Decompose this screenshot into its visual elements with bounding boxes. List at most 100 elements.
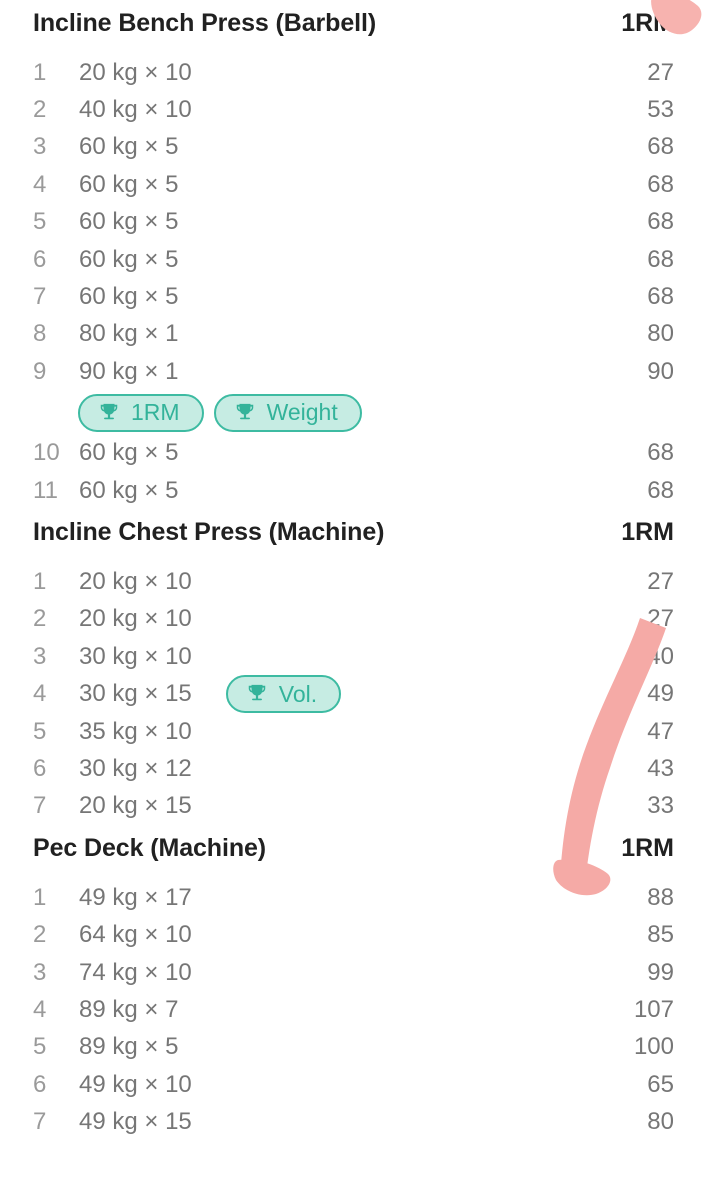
exercise-list: Incline Bench Press (Barbell) 1RM 1 20 kg ×… [0,0,706,1141]
set-one-rep-max-value: 27 [647,567,674,595]
set-description: 30 kg × 10 [79,642,647,670]
exercise-title: Incline Bench Press (Barbell) [33,9,377,37]
set-row[interactable]: 4 30 kg × 15 Vol. 49 [0,675,706,714]
set-index: 7 [33,1108,47,1136]
set-row[interactable]: 7 20 kg × 15 33 [0,788,706,825]
set-index: 2 [33,921,47,949]
set-row[interactable]: 2 40 kg × 10 53 [0,91,706,128]
set-weight-reps: 30 kg × 15 [79,680,192,708]
set-one-rep-max-value: 68 [647,133,674,161]
set-row[interactable]: 5 35 kg × 10 47 [0,713,706,750]
set-weight-reps: 60 kg × 5 [79,133,179,161]
set-one-rep-max-value: 68 [647,208,674,236]
set-description: 60 kg × 5 [79,135,647,159]
set-description: 30 kg × 15 Vol. [79,675,647,714]
exercise-header[interactable]: Incline Bench Press (Barbell) 1RM [0,0,706,46]
metric-column-header: 1RM [621,518,674,547]
set-row[interactable]: 8 80 kg × 1 80 [0,316,706,353]
set-row[interactable]: 1 20 kg × 10 27 [0,54,706,91]
set-index: 8 [33,320,47,348]
set-description: 80 kg × 1 [79,322,647,346]
set-row[interactable]: 6 49 kg × 10 65 [0,1066,706,1103]
set-one-rep-max-value: 68 [647,170,674,198]
set-weight-reps: 60 kg × 5 [79,208,179,236]
set-index: 7 [33,792,47,820]
set-index: 5 [33,1033,47,1061]
set-weight-reps: 74 kg × 10 [79,958,192,986]
badge-label: Weight [266,399,338,426]
set-description: 30 kg × 12 [79,756,647,781]
set-index: 2 [33,96,47,124]
metric-column-header: 1RM [621,834,674,863]
set-weight-reps: 60 kg × 5 [79,439,179,467]
set-one-rep-max-value: 49 [647,680,674,708]
set-row[interactable]: 7 60 kg × 5 68 [0,278,706,315]
set-row[interactable]: 4 60 kg × 5 68 [0,166,706,203]
set-weight-reps: 20 kg × 10 [79,58,192,86]
set-index: 1 [33,58,47,86]
set-list: 1 49 kg × 17 88 2 64 kg × 10 85 3 74 kg × 10 99 4… [0,871,706,1141]
set-description: 49 kg × 15 [79,1110,647,1134]
set-description: 64 kg × 10 [79,923,647,947]
set-description: 20 kg × 10 [79,569,647,594]
set-row[interactable]: 1 49 kg × 17 88 [0,879,706,916]
set-row[interactable]: 2 20 kg × 10 27 [0,601,706,638]
exercise-header[interactable]: Incline Chest Press (Machine) 1RM [0,509,706,555]
set-description: 74 kg × 10 [79,958,647,986]
set-list: 1 20 kg × 10 27 2 20 kg × 10 27 3 30 kg × 10 40 4… [0,555,706,825]
set-row[interactable]: 7 49 kg × 15 80 [0,1103,706,1140]
achievement-badge-row: 1RM Weight [0,391,706,435]
set-one-rep-max-value: 68 [647,476,674,504]
set-row[interactable]: 3 60 kg × 5 68 [0,129,706,166]
set-description: 60 kg × 5 [79,247,647,272]
exercise-header[interactable]: Pec Deck (Machine) 1RM [0,825,706,871]
set-index: 4 [33,170,47,198]
set-weight-reps: 64 kg × 10 [79,921,192,949]
set-row[interactable]: 11 60 kg × 5 68 [0,472,706,509]
set-row[interactable]: 6 60 kg × 5 68 [0,241,706,278]
exercise-section: Pec Deck (Machine) 1RM 1 49 kg × 17 88 2 64 kg… [0,825,706,1141]
set-row[interactable]: 9 90 kg × 1 90 [0,353,706,390]
set-one-rep-max-value: 68 [647,439,674,467]
set-one-rep-max-value: 27 [647,58,674,86]
set-weight-reps: 89 kg × 5 [79,1033,179,1061]
set-one-rep-max-value: 47 [647,717,674,745]
set-row[interactable]: 5 60 kg × 5 68 [0,204,706,241]
set-index: 5 [33,208,47,236]
exercise-title: Incline Chest Press (Machine) [33,518,385,547]
set-description: 60 kg × 5 [79,478,647,503]
set-one-rep-max-value: 88 [647,883,674,911]
trophy-icon [236,403,253,419]
achievement-badge-1rm[interactable]: 1RM [78,393,204,432]
set-one-rep-max-value: 85 [647,921,674,949]
set-row[interactable]: 1 20 kg × 10 27 [0,563,706,600]
set-description: 89 kg × 7 [79,995,634,1023]
set-weight-reps: 35 kg × 10 [79,717,192,745]
set-row[interactable]: 3 74 kg × 10 99 [0,954,706,991]
set-one-rep-max-value: 43 [647,754,674,782]
achievement-badge-weight[interactable]: Weight [213,393,362,432]
set-weight-reps: 30 kg × 10 [79,642,192,670]
inline-badge-wrapper: Vol. [225,675,342,714]
set-row[interactable]: 2 64 kg × 10 85 [0,916,706,953]
set-row[interactable]: 5 89 kg × 5 100 [0,1029,706,1066]
set-row[interactable]: 10 60 kg × 5 68 [0,435,706,472]
set-weight-reps: 89 kg × 7 [79,995,179,1023]
set-one-rep-max-value: 107 [633,995,674,1023]
set-one-rep-max-value: 68 [647,283,674,311]
set-index: 3 [33,133,47,161]
set-one-rep-max-value: 90 [647,357,674,385]
set-row[interactable]: 3 30 kg × 10 40 [0,638,706,675]
set-index: 3 [33,958,47,986]
set-row[interactable]: 6 30 kg × 12 43 [0,750,706,787]
achievement-badge-vol[interactable]: Vol. [225,675,342,714]
set-row[interactable]: 4 89 kg × 7 107 [0,991,706,1028]
set-index: 4 [33,995,47,1023]
set-description: 20 kg × 10 [79,58,647,86]
set-weight-reps: 20 kg × 10 [79,605,192,633]
set-index: 2 [33,605,47,633]
set-description: 60 kg × 5 [79,441,647,465]
set-weight-reps: 49 kg × 10 [79,1070,192,1098]
set-description: 60 kg × 5 [79,210,647,234]
